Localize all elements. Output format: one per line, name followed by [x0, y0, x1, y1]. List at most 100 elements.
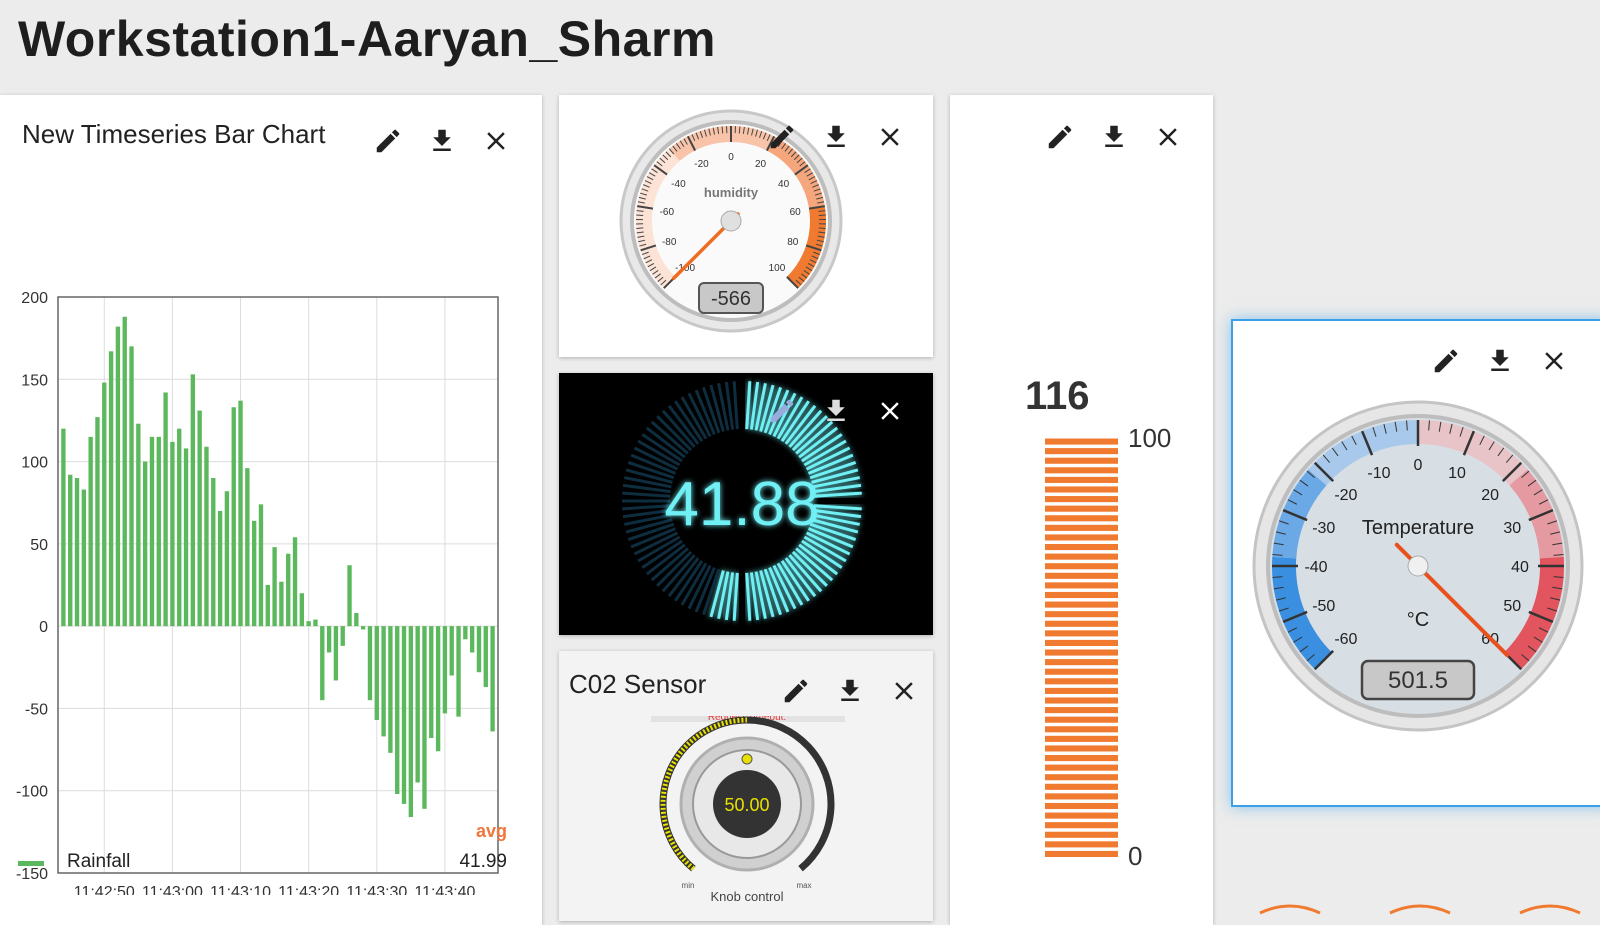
level-segment: [1045, 467, 1118, 473]
download-button[interactable]: [1484, 345, 1516, 377]
download-button[interactable]: [820, 121, 852, 153]
rainfall-bar: [306, 621, 310, 626]
legend-series-name[interactable]: Rainfall: [67, 851, 130, 873]
rainfall-bar: [259, 504, 263, 626]
download-button[interactable]: [820, 395, 852, 427]
gauge-tick: [636, 228, 643, 229]
level-segment: [1045, 525, 1118, 531]
rainfall-bar: [354, 613, 358, 626]
gauge-tick-label: -10: [1367, 465, 1390, 482]
partial-widget-edge: [1240, 895, 1600, 915]
knob-caption: Knob control: [711, 889, 784, 904]
level-segment: [1045, 688, 1118, 694]
level-segment: [1045, 765, 1118, 771]
level-segment: [1045, 793, 1118, 799]
knob-max-label: max: [796, 881, 811, 890]
level-segment: [1045, 439, 1118, 445]
level-segment: [1045, 544, 1118, 550]
rainfall-bar: [368, 626, 372, 700]
gauge-tick-label: -50: [1312, 598, 1335, 615]
gauge-label: Temperature: [1362, 517, 1474, 539]
legend-avg-label: avg: [476, 821, 507, 842]
gauge-tick-label: 60: [790, 207, 802, 218]
rainfall-bar: [381, 626, 385, 736]
level-min-label: 0: [1128, 841, 1142, 871]
close-button[interactable]: [480, 125, 512, 157]
rainfall-bar: [341, 626, 345, 646]
edit-button[interactable]: [766, 121, 798, 153]
rainfall-bar: [245, 468, 249, 626]
close-button[interactable]: [1538, 345, 1570, 377]
level-segment: [1045, 515, 1118, 521]
download-button[interactable]: [1098, 121, 1130, 153]
temperature-gauge-card: -60-50-40-30-20-100102030405060Temperatu…: [1231, 319, 1600, 807]
rainfall-bar: [82, 490, 86, 627]
bar-chart-title: New Timeseries Bar Chart: [22, 119, 325, 150]
pencil-icon: [1045, 122, 1075, 152]
rainfall-bar: [232, 407, 236, 626]
gauge-tick: [819, 228, 826, 229]
gauge-tick-label: 80: [787, 237, 799, 248]
rainfall-bar: [327, 626, 331, 652]
gauge-tick-label: -80: [662, 237, 677, 248]
download-button[interactable]: [426, 125, 458, 157]
level-segment: [1045, 822, 1118, 828]
close-icon: [1153, 122, 1183, 152]
level-segment: [1045, 554, 1118, 560]
gauge-tick-label: 40: [1511, 559, 1529, 576]
gauge-tick-label: 0: [1414, 457, 1423, 474]
edit-button[interactable]: [780, 675, 812, 707]
edit-button[interactable]: [1430, 345, 1462, 377]
y-tick-label: -100: [16, 784, 48, 801]
download-icon: [821, 122, 851, 152]
rainfall-bar: [170, 442, 174, 626]
rainfall-bar: [109, 351, 113, 626]
edit-button[interactable]: [1044, 121, 1076, 153]
rainfall-bar: [477, 626, 481, 672]
gauge-tick-label: 20: [1481, 487, 1499, 504]
y-tick-label: 100: [21, 455, 48, 472]
edit-button[interactable]: [766, 395, 798, 427]
digital-gauge-card: 41.88: [559, 373, 933, 635]
download-button[interactable]: [834, 675, 866, 707]
legend-avg-value: 41.99: [459, 851, 507, 873]
legend-swatch: [18, 861, 44, 866]
x-tick-label: 11:42:50: [74, 884, 135, 895]
level-segment: [1045, 659, 1118, 665]
rainfall-bar: [395, 626, 399, 794]
knob-indicator: [742, 754, 752, 764]
rainfall-bar: [184, 448, 188, 626]
rainfall-bar: [415, 626, 419, 782]
close-button[interactable]: [874, 121, 906, 153]
close-button[interactable]: [1152, 121, 1184, 153]
close-icon: [875, 396, 905, 426]
rainfall-bar: [177, 429, 181, 626]
x-tick-label: 11:43:00: [142, 884, 203, 895]
radial-segment: [734, 381, 737, 429]
rainfall-bar: [61, 429, 65, 626]
rainfall-bar: [163, 392, 167, 626]
gauge-tick: [739, 126, 740, 133]
level-segment: [1045, 736, 1118, 742]
level-segment: [1045, 496, 1118, 502]
rainfall-bar: [129, 346, 133, 626]
download-icon: [427, 126, 457, 156]
level-segment: [1045, 458, 1118, 464]
level-max-label: 100: [1128, 423, 1171, 453]
rainfall-bar: [286, 554, 290, 626]
rainfall-bar: [300, 593, 304, 626]
digital-value: 41.88: [664, 470, 819, 539]
close-button[interactable]: [874, 395, 906, 427]
edit-button[interactable]: [372, 125, 404, 157]
knob-value: 50.00: [724, 795, 769, 815]
gauge-tick-label: -60: [660, 207, 675, 218]
close-button[interactable]: [888, 675, 920, 707]
rainfall-bar: [197, 411, 201, 627]
rainfall-bar: [266, 585, 270, 626]
